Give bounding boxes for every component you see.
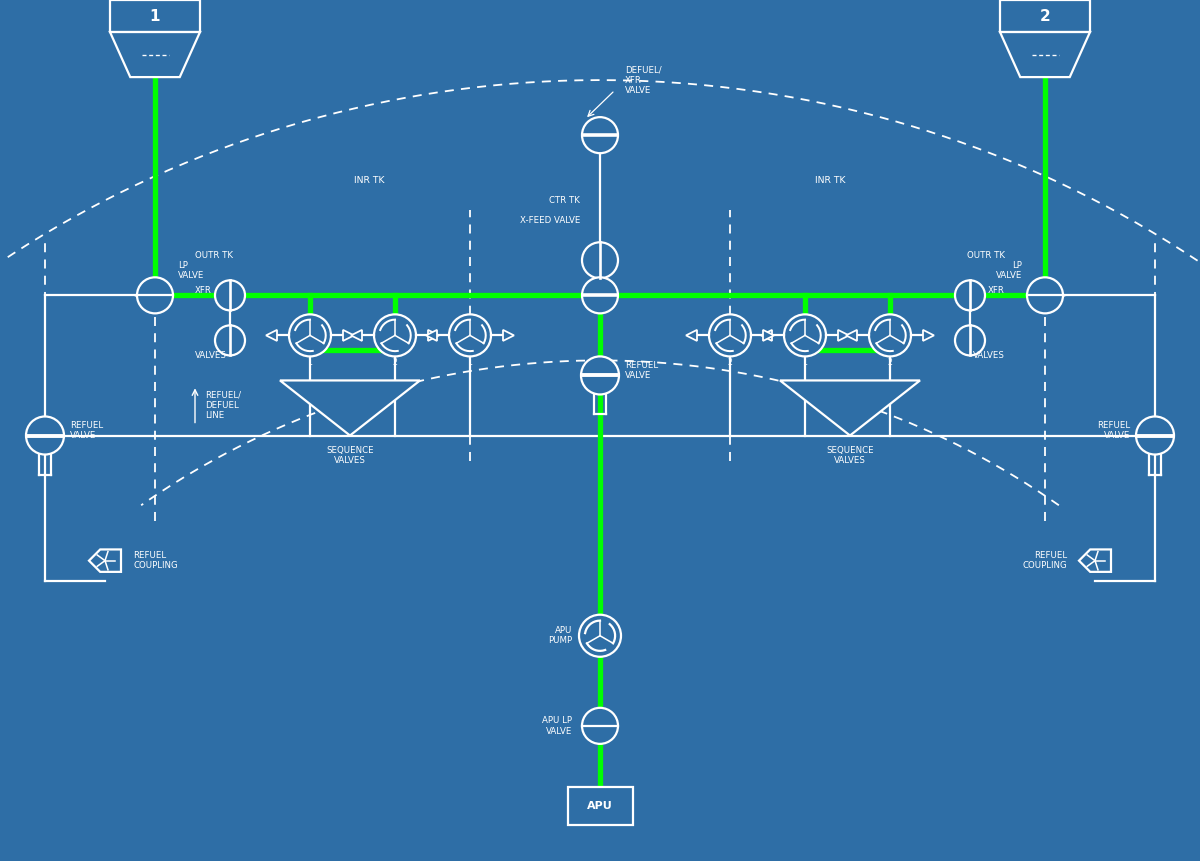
Circle shape (955, 325, 985, 356)
Circle shape (869, 314, 911, 356)
Circle shape (374, 314, 416, 356)
Text: 2: 2 (888, 358, 893, 368)
Text: CTR TK: CTR TK (550, 196, 580, 205)
Text: APU LP
VALVE: APU LP VALVE (542, 716, 572, 735)
Text: XFR: XFR (988, 286, 1006, 294)
Polygon shape (343, 330, 354, 341)
Bar (1000, 0, 1090, 32)
Polygon shape (428, 330, 439, 341)
Circle shape (709, 314, 751, 356)
Text: APU
PUMP: APU PUMP (548, 626, 572, 646)
Circle shape (582, 117, 618, 153)
Polygon shape (923, 330, 934, 341)
Polygon shape (763, 330, 774, 341)
Text: 1: 1 (150, 9, 161, 23)
Text: 1: 1 (468, 358, 473, 368)
Polygon shape (503, 330, 514, 341)
Text: REFUEL
VALVE: REFUEL VALVE (70, 421, 103, 440)
Polygon shape (780, 381, 920, 436)
Circle shape (582, 708, 618, 744)
Text: VALVES: VALVES (973, 351, 1006, 360)
Polygon shape (1000, 32, 1090, 77)
Bar (110, 0, 200, 32)
Circle shape (26, 417, 64, 455)
Circle shape (582, 242, 618, 278)
Text: REFUEL
COUPLING: REFUEL COUPLING (1022, 551, 1067, 570)
Polygon shape (838, 330, 848, 341)
Text: OUTR TK: OUTR TK (194, 251, 233, 260)
Polygon shape (846, 330, 857, 341)
Circle shape (137, 277, 173, 313)
Text: SEQUENCE
VALVES: SEQUENCE VALVES (826, 445, 874, 465)
Text: REFUEL
COUPLING: REFUEL COUPLING (133, 551, 178, 570)
Text: REFUEL
VALVE: REFUEL VALVE (625, 361, 658, 380)
Polygon shape (426, 330, 437, 341)
Polygon shape (89, 549, 121, 572)
Polygon shape (1079, 549, 1111, 572)
Circle shape (1027, 277, 1063, 313)
Circle shape (582, 277, 618, 313)
Text: 2: 2 (392, 358, 397, 368)
Text: 1: 1 (307, 358, 312, 368)
Text: DEFUEL/
XFR
VALVE: DEFUEL/ XFR VALVE (625, 65, 661, 95)
Text: INR TK: INR TK (354, 176, 385, 185)
Circle shape (215, 281, 245, 310)
Circle shape (215, 325, 245, 356)
Polygon shape (686, 330, 697, 341)
Text: 2: 2 (1039, 9, 1050, 23)
Circle shape (784, 314, 826, 356)
Bar (568, 787, 632, 825)
Polygon shape (266, 330, 277, 341)
Text: XFR: XFR (194, 286, 212, 294)
Text: INR TK: INR TK (815, 176, 846, 185)
Text: LP
VALVE: LP VALVE (996, 261, 1022, 281)
Polygon shape (280, 381, 420, 436)
Text: 1: 1 (803, 358, 808, 368)
Circle shape (580, 615, 622, 657)
Text: SEQUENCE
VALVES: SEQUENCE VALVES (326, 445, 374, 465)
Circle shape (1136, 417, 1174, 455)
Text: APU: APU (587, 801, 613, 811)
Text: X-FEED VALVE: X-FEED VALVE (520, 216, 580, 226)
Text: REFUEL
VALVE: REFUEL VALVE (1097, 421, 1130, 440)
Polygon shape (761, 330, 772, 341)
Circle shape (955, 281, 985, 310)
Circle shape (581, 356, 619, 394)
Polygon shape (110, 32, 200, 77)
Circle shape (449, 314, 491, 356)
Circle shape (289, 314, 331, 356)
Text: VALVES: VALVES (194, 351, 227, 360)
Polygon shape (352, 330, 362, 341)
Text: REFUEL/
DEFUEL
LINE: REFUEL/ DEFUEL LINE (205, 391, 241, 420)
Text: 2: 2 (727, 358, 732, 368)
Text: OUTR TK: OUTR TK (967, 251, 1006, 260)
Text: LP
VALVE: LP VALVE (178, 261, 204, 281)
